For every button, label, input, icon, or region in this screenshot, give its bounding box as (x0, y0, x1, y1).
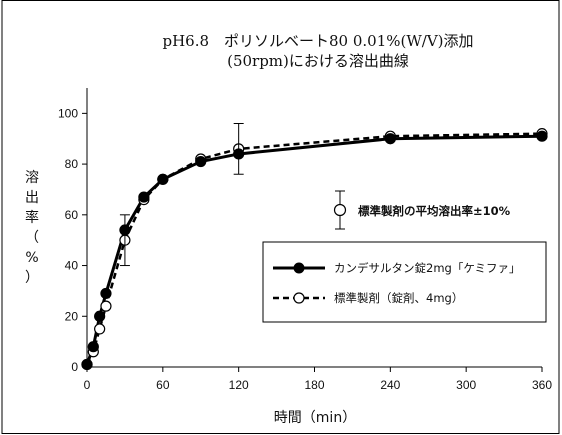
y-axis-label-char: % (25, 250, 38, 266)
legend-marker-series-1 (293, 262, 305, 274)
x-tick-label: 60 (156, 378, 170, 392)
error-bars (119, 123, 244, 267)
y-tick-label: 0 (71, 360, 78, 374)
x-tick-label: 120 (229, 378, 249, 392)
series-2-point (94, 323, 106, 335)
y-tick-label: 20 (65, 309, 79, 323)
series-1-point (384, 133, 396, 145)
legend-label-series-1: カンデサルタン錠2mg「ケミファ」 (334, 261, 520, 275)
annotation-label: 標準製剤の平均溶出率±10% (358, 204, 511, 218)
legend-box (262, 241, 547, 323)
x-ticks: 0 60 120 180 240 300 360 (84, 367, 552, 392)
y-tick-label: 100 (58, 106, 78, 120)
series-1-point (536, 130, 548, 142)
series-1-point (138, 191, 150, 203)
y-tick-label: 60 (65, 208, 79, 222)
series-1-point (195, 155, 207, 168)
error-annotation: 標準製剤の平均溶出率±10% (333, 190, 511, 230)
x-axis-label: 時間（min） (274, 410, 356, 426)
x-tick-label: 0 (84, 378, 91, 392)
x-tick-label: 180 (304, 378, 324, 392)
series-1-point (100, 287, 112, 300)
y-axis-label-char: ） (25, 270, 39, 286)
x-tick-label: 360 (532, 378, 552, 392)
chart-title-line-2: (50rpm)における溶出曲線 (227, 52, 409, 70)
y-tick-label: 40 (65, 259, 79, 273)
series-1-point (81, 358, 93, 371)
x-tick-label: 300 (456, 378, 476, 392)
chart-title-line-1: pH6.8 ポリソルベート80 0.01%(W/V)添加 (162, 32, 473, 50)
y-axis-label-char: 溶 (25, 170, 39, 186)
y-axis-label-char: （ (25, 230, 39, 246)
legend-marker-series-2 (293, 292, 305, 304)
series-1-point (94, 310, 106, 322)
legend: カンデサルタン錠2mg「ケミファ」 標準製剤（錠剤、4mg） (262, 241, 547, 323)
y-axis-label-char: 率 (25, 209, 39, 226)
y-ticks: 0 20 40 60 80 100 (58, 106, 87, 374)
series-2-point (100, 300, 112, 312)
y-tick-label: 80 (65, 157, 79, 171)
legend-label-series-2: 標準製剤（錠剤、4mg） (334, 291, 463, 305)
annotation-open-circle-marker (333, 203, 347, 217)
y-axis-label-char: 出 (25, 190, 39, 206)
series-layer (81, 128, 548, 371)
y-axis-label: 溶出率 （% ） (25, 170, 39, 286)
series-1-point (157, 173, 169, 185)
series-1-point (87, 341, 99, 353)
x-tick-label: 240 (380, 378, 400, 392)
